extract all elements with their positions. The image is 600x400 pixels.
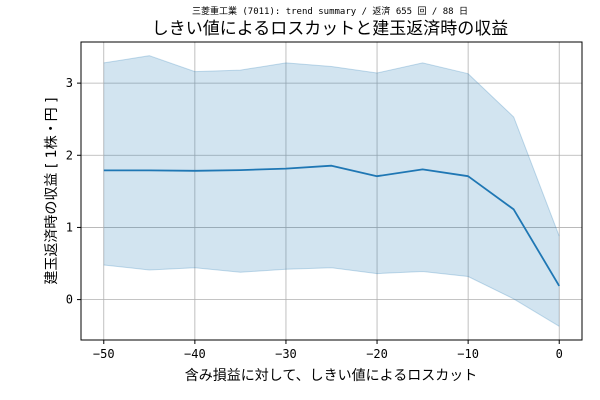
chart-suptitle: 三菱重工業 (7011): trend summary / 返済 655 回 /… bbox=[192, 5, 468, 17]
grid-lines bbox=[81, 42, 582, 340]
x-axis-ticks: −50 −40 −30 −20 −10 0 bbox=[93, 340, 563, 361]
y-tick-label: 3 bbox=[66, 76, 73, 90]
x-tick-label: −20 bbox=[366, 347, 388, 361]
y-tick-label: 0 bbox=[66, 293, 73, 307]
x-tick-label: −30 bbox=[275, 347, 297, 361]
y-tick-label: 2 bbox=[66, 148, 73, 162]
x-tick-label: −50 bbox=[93, 347, 115, 361]
x-tick-label: −40 bbox=[184, 347, 206, 361]
plot-area: −50 −40 −30 −20 −10 0 0 1 2 3 bbox=[66, 41, 583, 361]
y-tick-label: 1 bbox=[66, 220, 73, 234]
band-lower-edge bbox=[103, 264, 560, 327]
confidence-band bbox=[103, 55, 560, 327]
axes-frame bbox=[80, 41, 583, 341]
x-axis-label: 含み損益に対して、しきい値によるロスカット bbox=[185, 368, 477, 384]
series-line-layer bbox=[103, 164, 560, 287]
confidence-band-layer bbox=[103, 55, 560, 327]
x-tick-label: 0 bbox=[556, 347, 563, 361]
y-axis-ticks: 0 1 2 3 bbox=[66, 76, 81, 307]
y-axis-label: 建玉返済時の収益 [ 1株・円 ] bbox=[44, 97, 60, 284]
series-line bbox=[103, 164, 560, 287]
band-upper-edge bbox=[103, 55, 560, 237]
chart-title: しきい値によるロスカットと建玉返済時の収益 bbox=[152, 19, 509, 39]
x-tick-label: −10 bbox=[457, 347, 479, 361]
